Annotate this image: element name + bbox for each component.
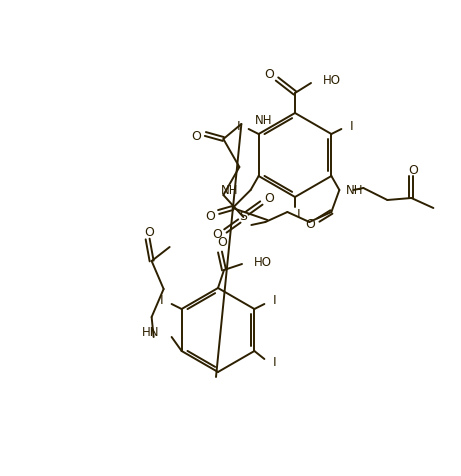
Text: HN: HN (142, 326, 160, 338)
Text: I: I (297, 208, 301, 221)
Text: NH: NH (221, 184, 239, 197)
Text: I: I (272, 357, 276, 369)
Text: I: I (237, 119, 241, 132)
Text: I: I (272, 295, 276, 307)
Text: S: S (239, 210, 248, 224)
Text: NH: NH (346, 184, 364, 197)
Text: O: O (264, 69, 274, 81)
Text: I: I (160, 295, 164, 307)
Text: O: O (217, 237, 227, 249)
Text: O: O (408, 163, 418, 177)
Text: I: I (349, 119, 353, 132)
Text: HO: HO (254, 256, 272, 268)
Text: NH: NH (255, 113, 273, 127)
Text: O: O (145, 227, 154, 239)
Text: HO: HO (323, 75, 341, 88)
Text: O: O (306, 218, 315, 230)
Text: O: O (213, 228, 222, 241)
Text: O: O (206, 209, 216, 222)
Text: O: O (191, 129, 201, 142)
Text: O: O (265, 192, 274, 206)
